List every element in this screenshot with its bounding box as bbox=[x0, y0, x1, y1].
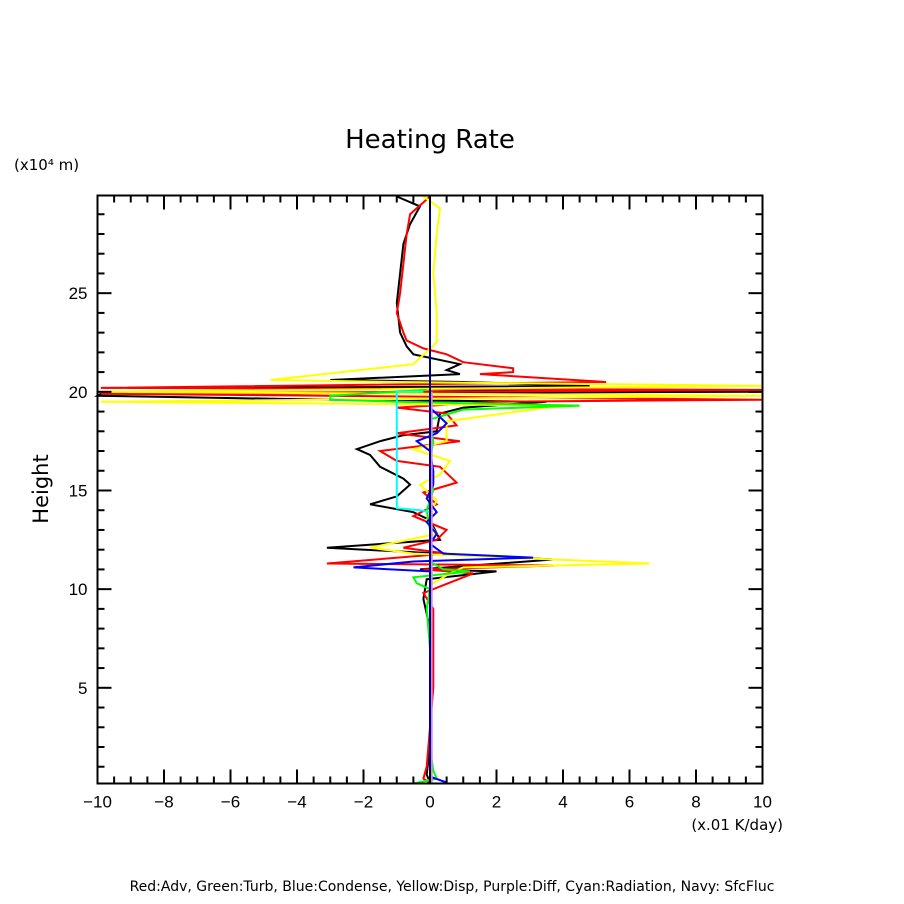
ticks-layer bbox=[97, 195, 763, 784]
x-tick-label: 2 bbox=[492, 793, 501, 812]
x-tick-label: −4 bbox=[287, 793, 306, 812]
y-tick-label: 5 bbox=[78, 679, 87, 698]
series-blue-condense bbox=[353, 406, 534, 784]
x-tick-label: 6 bbox=[625, 793, 634, 812]
plot-frame bbox=[96, 194, 764, 785]
x-tick-label: −10 bbox=[83, 793, 112, 812]
y-tick-label: 10 bbox=[69, 580, 88, 599]
x-tick-label: −2 bbox=[354, 793, 373, 812]
x-tick-label: 0 bbox=[425, 793, 434, 812]
y-tick-labels: 5 10 15 20 25 bbox=[69, 284, 88, 698]
x-tick-label: 10 bbox=[753, 793, 772, 812]
x-tick-label: −8 bbox=[154, 793, 173, 812]
legend: Red:Adv, Green:Turb, Blue:Condense, Yell… bbox=[130, 879, 775, 895]
chart-title: Heating Rate bbox=[345, 125, 515, 155]
y-tick-label: 25 bbox=[69, 284, 88, 303]
series-layer bbox=[94, 195, 763, 785]
x-tick-label: −6 bbox=[221, 793, 240, 812]
x-tick-label: 4 bbox=[558, 793, 567, 812]
series-total bbox=[94, 195, 760, 783]
y-tick-label: 20 bbox=[69, 383, 88, 402]
y-unit-label: (x10⁴ m) bbox=[14, 156, 79, 174]
series-green-turb bbox=[329, 388, 580, 785]
x-tick-label: 8 bbox=[691, 793, 700, 812]
x-tick-labels: −10 −8 −6 −4 −2 0 2 4 6 8 10 bbox=[83, 793, 772, 812]
y-tick-label: 15 bbox=[69, 481, 88, 500]
series-cyan-radiation bbox=[395, 390, 431, 514]
series-red-adv bbox=[100, 195, 763, 785]
y-axis-label: Height bbox=[29, 454, 53, 523]
x-axis-label: (x.01 K/day) bbox=[691, 816, 783, 834]
